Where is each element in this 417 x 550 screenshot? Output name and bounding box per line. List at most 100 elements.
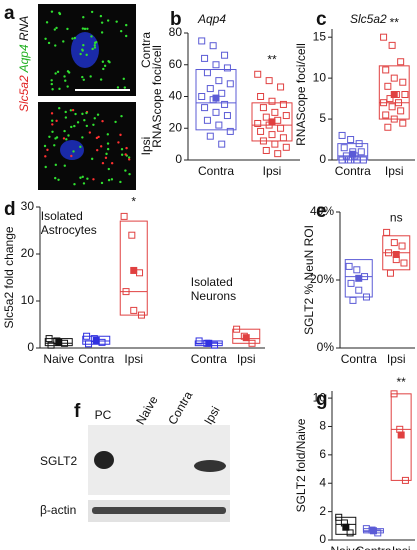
mean (130, 266, 138, 274)
data-point (395, 99, 403, 107)
rna-dot (124, 169, 127, 172)
rna-dot (51, 123, 54, 126)
data-point (198, 93, 206, 100)
data-point (201, 104, 209, 112)
data-point (130, 306, 138, 314)
mean (55, 338, 63, 346)
data-point (388, 41, 396, 49)
rna-dot (103, 64, 107, 68)
rna-dot (107, 167, 111, 171)
y-tick-label: 5 (319, 111, 326, 125)
rna-dot (82, 16, 85, 19)
rna-dot (44, 165, 47, 169)
data-point (206, 132, 214, 140)
data-point (45, 335, 53, 343)
row-label: Ipsi (139, 137, 153, 156)
rna-dot (71, 37, 74, 40)
data-point (85, 340, 93, 348)
data-point (223, 112, 231, 120)
data-point (386, 269, 394, 277)
y-tick-label: 10 (21, 293, 35, 307)
rna-dot (128, 172, 131, 176)
data-point (215, 77, 223, 85)
x-tick-label: Ipsi (387, 352, 406, 366)
panel-label: c (316, 9, 327, 30)
rna-dot (50, 10, 54, 13)
rna-dot (82, 78, 85, 81)
data-point (254, 119, 262, 127)
data-point (201, 54, 209, 62)
rna-dot (74, 112, 77, 116)
rna-dot (104, 156, 108, 160)
rna-dot (54, 163, 58, 167)
annotation: Isolated Neurons (191, 275, 236, 303)
x-tick-label: Ipsi (237, 352, 256, 366)
rna-dot (88, 131, 92, 134)
annotation: ** (396, 375, 406, 389)
data-point (355, 286, 363, 294)
rna-dot (93, 117, 96, 120)
rna-dot (116, 86, 120, 89)
rna-dot (123, 86, 127, 89)
rna-dot (50, 82, 53, 86)
data-point (383, 228, 391, 236)
rna-dot (55, 119, 58, 123)
rna-dot (90, 157, 94, 161)
rna-dot (65, 138, 68, 141)
data-point (345, 262, 353, 270)
data-point (400, 259, 408, 267)
rna-dot (100, 181, 104, 185)
rna-dot (119, 180, 122, 184)
box (335, 516, 357, 535)
rna-dot (120, 147, 124, 151)
rna-dot (63, 75, 66, 78)
chart-title: Slc5a2 (350, 12, 387, 26)
rna-dot (106, 147, 110, 151)
y-tick-label: 20 (169, 120, 183, 134)
data-point (399, 78, 407, 86)
rna-dot (107, 60, 110, 63)
data-point (347, 279, 355, 287)
rna-dot (124, 34, 128, 38)
rna-dot (58, 11, 61, 15)
rna-dot (46, 148, 49, 152)
y-tick-label: 0 (319, 152, 326, 166)
nucleus (71, 32, 99, 68)
data-point (279, 100, 287, 108)
mean (205, 339, 213, 347)
data-point (198, 37, 206, 45)
box (337, 143, 369, 161)
mean (390, 91, 398, 98)
rna-dot (93, 46, 97, 49)
rna-dot (105, 152, 108, 156)
panel-label: a (4, 3, 15, 24)
data-point (277, 124, 285, 132)
rna-dot (71, 108, 75, 112)
y-tick-label: 40 (169, 89, 183, 103)
lane-label: Naive (133, 393, 161, 427)
data-point (398, 242, 406, 250)
rna-dot (53, 28, 57, 31)
rna-dot (58, 87, 61, 91)
box (344, 259, 373, 298)
y-tick-label: 60 (169, 57, 183, 71)
rna-dot (122, 77, 125, 81)
data-point (355, 140, 363, 148)
data-point (380, 99, 388, 107)
rna-dot (70, 125, 73, 129)
rna-dot (81, 175, 84, 179)
data-point (218, 89, 226, 97)
rna-dot (99, 145, 103, 148)
rna-dot (97, 135, 100, 139)
data-point (83, 332, 91, 340)
rna-dot (63, 129, 66, 133)
data-point (274, 150, 282, 158)
rna-dot (125, 23, 128, 27)
data-point (203, 116, 211, 124)
mean (92, 336, 100, 344)
data-point (226, 127, 234, 135)
rna-dot (57, 178, 60, 181)
data-point (277, 83, 285, 91)
lane-label: Ipsi (201, 404, 222, 427)
